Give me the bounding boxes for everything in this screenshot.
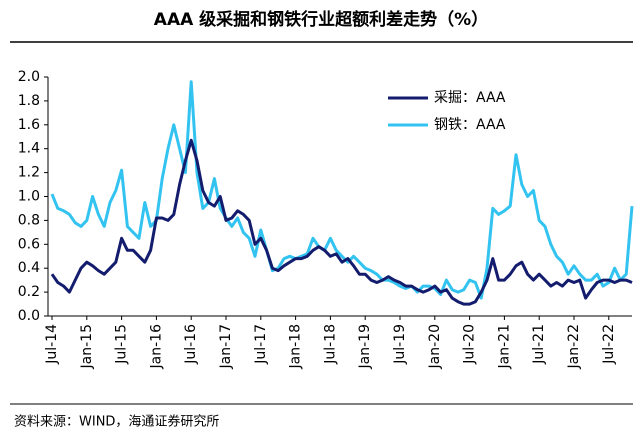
x-tick-label: Jan-18 [288, 324, 304, 369]
y-tick-label: 1.4 [18, 141, 40, 157]
series-line [50, 138, 633, 306]
x-tick-label: Jul-17 [253, 324, 269, 365]
x-tick-label: Jul-19 [392, 324, 408, 365]
x-tick-label: Jul-22 [601, 324, 617, 365]
y-tick-label: 1.6 [18, 117, 40, 133]
x-tick-label: Jan-20 [427, 324, 443, 369]
x-tick-label: Jan-16 [148, 324, 164, 370]
y-tick-label: 0.6 [18, 236, 40, 252]
y-tick-label: 0.8 [18, 212, 40, 228]
source: 资料来源：WIND，海通证券研究所 [14, 414, 219, 430]
series-line [50, 80, 634, 300]
x-tick-label: Jan-15 [79, 324, 95, 369]
x-tick-label: Jul-21 [531, 324, 547, 365]
y-tick-label: 0.0 [18, 308, 40, 324]
x-tick-label: Jul-16 [183, 324, 199, 365]
x-tick-label: Jan-19 [357, 324, 373, 369]
x-tick-label: Jan-22 [566, 324, 582, 369]
chart-title: AAA 级采掘和钢铁行业超额利差走势（%） [154, 9, 488, 30]
legend-label: 采掘：AAA [434, 90, 506, 106]
x-tick-label: Jul-15 [114, 324, 130, 365]
y-tick-label: 1.8 [18, 93, 40, 109]
x-tick-label: Jul-18 [322, 324, 338, 365]
x-tick-label: Jan-17 [218, 324, 234, 369]
x-tick-label: Jul-14 [44, 324, 60, 365]
x-tick-label: Jul-20 [462, 324, 478, 365]
y-tick-label: 1.0 [18, 189, 40, 205]
y-tick-label: 0.2 [18, 284, 40, 300]
y-tick-label: 0.4 [18, 260, 40, 276]
legend-label: 钢铁：AAA [434, 117, 506, 133]
x-tick-label: Jan-21 [496, 324, 512, 369]
y-tick-label: 2.0 [18, 69, 40, 85]
y-tick-label: 1.2 [18, 165, 40, 181]
